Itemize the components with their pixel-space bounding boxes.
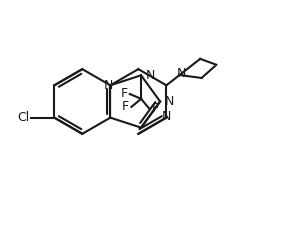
Text: F: F [120,88,127,101]
Text: F: F [151,102,158,115]
Text: F: F [122,100,129,114]
Text: Cl: Cl [17,111,30,124]
Text: N: N [162,110,171,123]
Text: N: N [176,67,186,80]
Text: N: N [165,95,174,108]
Text: N: N [146,69,155,82]
Text: N: N [104,79,113,92]
